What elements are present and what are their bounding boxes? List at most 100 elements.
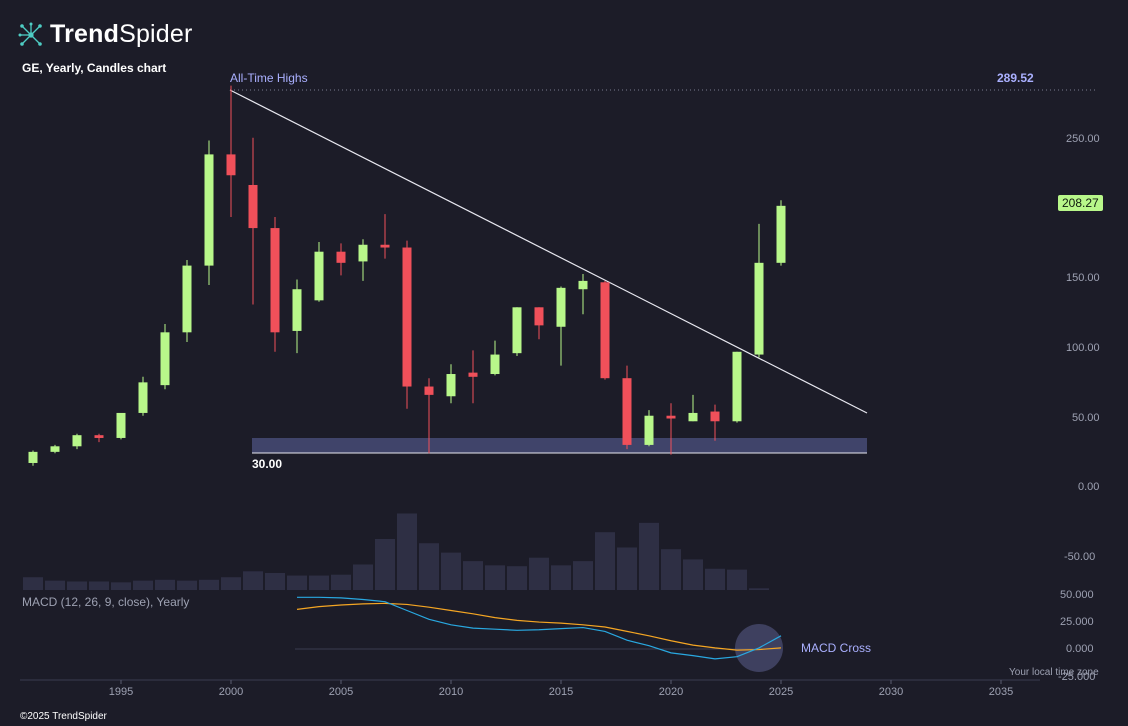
- chart-title: GE, Yearly, Candles chart: [22, 61, 167, 75]
- candle[interactable]: [314, 241, 324, 302]
- candle-body: [182, 265, 192, 333]
- brand-logo: TrendSpider: [18, 20, 193, 49]
- volume-bar: [89, 581, 109, 590]
- candle[interactable]: [358, 239, 368, 281]
- candle-body: [446, 374, 456, 397]
- candle-body: [490, 354, 500, 375]
- candle[interactable]: [534, 307, 544, 340]
- candle[interactable]: [402, 240, 412, 409]
- macd-cross-label: MACD Cross: [801, 641, 872, 655]
- candle-body: [72, 435, 82, 447]
- volume-bar: [331, 574, 351, 590]
- copyright: ©2025 TrendSpider: [20, 711, 107, 722]
- candle[interactable]: [710, 404, 720, 441]
- candle[interactable]: [468, 350, 478, 404]
- candle-body: [644, 415, 654, 445]
- time-tick-label: 2035: [988, 686, 1014, 698]
- volume-bar: [705, 568, 725, 590]
- resistance-trendline[interactable]: [229, 89, 868, 414]
- candle[interactable]: [182, 260, 192, 343]
- candle-body: [732, 351, 742, 422]
- macd-tick-label: 0.000: [1066, 643, 1094, 655]
- candle[interactable]: [28, 450, 38, 466]
- volume-bar: [551, 565, 571, 590]
- candle[interactable]: [336, 243, 346, 276]
- volume-bar: [441, 552, 461, 590]
- candle[interactable]: [644, 410, 654, 447]
- candle-body: [94, 435, 104, 438]
- volume-bar: [683, 559, 703, 590]
- support-band: [252, 438, 867, 453]
- candle[interactable]: [380, 214, 390, 259]
- time-axis-ticks: [120, 680, 1002, 684]
- volume-bar: [639, 522, 659, 590]
- volume-bar: [617, 547, 637, 590]
- candle[interactable]: [424, 378, 434, 454]
- candle[interactable]: [666, 403, 676, 455]
- candles: [28, 85, 786, 466]
- price-tick-label: -50.00: [1064, 551, 1096, 563]
- volume-bar: [287, 575, 307, 590]
- ath-label: All-Time Highs: [230, 71, 308, 85]
- candle-body: [358, 244, 368, 262]
- candle[interactable]: [578, 273, 588, 315]
- candle[interactable]: [446, 364, 456, 404]
- timezone-note: Your local time zone: [1009, 667, 1099, 678]
- volume-bar: [45, 580, 65, 590]
- time-tick-label: 1995: [108, 686, 134, 698]
- candle[interactable]: [776, 200, 786, 266]
- macd-tick-label: -25.000: [1058, 671, 1096, 683]
- candle[interactable]: [248, 137, 258, 305]
- candle-body: [226, 154, 236, 176]
- volume-bar: [375, 539, 395, 590]
- candle[interactable]: [138, 376, 148, 416]
- candle[interactable]: [160, 323, 170, 390]
- price-tick-label: 100.00: [1066, 342, 1100, 354]
- price-tick-label: 150.00: [1066, 272, 1100, 284]
- last-price-badge: 208.27: [1058, 195, 1103, 211]
- ath-price-label: 289.52: [997, 71, 1034, 85]
- volume-bar: [397, 513, 417, 590]
- volume-bar: [67, 581, 87, 590]
- candle[interactable]: [754, 223, 764, 358]
- candle[interactable]: [732, 351, 742, 423]
- time-tick-label: 2010: [438, 686, 464, 698]
- candle[interactable]: [204, 140, 214, 286]
- candle[interactable]: [688, 394, 698, 422]
- volume-bar: [419, 543, 439, 590]
- candle[interactable]: [490, 340, 500, 376]
- candle[interactable]: [50, 444, 60, 454]
- candle-body: [622, 378, 632, 445]
- candle-body: [204, 154, 214, 266]
- macd-indicator-label[interactable]: MACD (12, 26, 9, close), Yearly: [22, 595, 190, 609]
- candle-body: [556, 287, 566, 327]
- candle-body: [512, 307, 522, 354]
- candle[interactable]: [622, 365, 632, 450]
- volume-bar: [155, 579, 175, 590]
- price-tick-label: 0.00: [1078, 481, 1100, 493]
- candle[interactable]: [72, 433, 82, 450]
- volume-bar: [507, 566, 527, 590]
- candle-body: [468, 372, 478, 377]
- candle[interactable]: [600, 280, 610, 380]
- candle[interactable]: [94, 433, 104, 443]
- candle[interactable]: [116, 412, 126, 440]
- macd-line: [297, 596, 782, 660]
- macd-signal-line: [296, 602, 782, 651]
- candle[interactable]: [226, 85, 236, 217]
- candle-body: [424, 386, 434, 395]
- time-tick-label: 2020: [658, 686, 684, 698]
- volume-bar: [463, 561, 483, 590]
- candle-body: [292, 289, 302, 331]
- candle-body: [248, 184, 258, 229]
- macd-tick-label: 25.000: [1060, 616, 1094, 628]
- candle-body: [776, 205, 786, 263]
- candle[interactable]: [512, 307, 522, 356]
- candle[interactable]: [556, 286, 566, 366]
- volume-bar: [727, 569, 747, 590]
- candle-body: [666, 415, 676, 419]
- candle[interactable]: [292, 279, 302, 354]
- volume-bar: [595, 532, 615, 590]
- candle[interactable]: [270, 216, 280, 352]
